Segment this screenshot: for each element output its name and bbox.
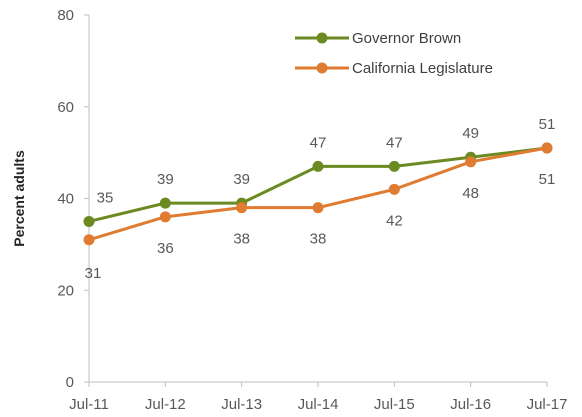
data-label: 35 [97,189,114,206]
x-tick-label: Jul-12 [145,396,186,413]
series-california-legislature [83,142,553,246]
data-label: 38 [310,231,327,248]
data-label: 38 [233,231,250,248]
data-point [388,183,400,195]
data-label: 36 [157,240,174,257]
data-point [159,211,171,223]
y-tick-label: 40 [57,191,74,208]
data-label: 47 [310,134,327,151]
data-label: 39 [233,171,250,188]
series-group [83,142,553,246]
axes: 0 20 40 60 80 Jul-11 Jul-12 Jul-13 Jul-14 Jul-15 J… [11,7,567,413]
data-point [159,197,171,209]
y-tick-label: 20 [57,282,74,299]
data-point [83,234,95,246]
data-point [83,215,95,227]
data-label: 48 [462,185,479,202]
data-label: 47 [386,134,403,151]
data-point [312,202,324,214]
legend-label: California Legislature [352,60,493,77]
data-point [236,202,248,214]
x-tick-label: Jul-16 [450,396,491,413]
series-governor-brown [83,142,553,227]
y-tick-label: 60 [57,99,74,116]
data-label: 51 [539,116,556,133]
data-label: 51 [539,171,556,188]
x-tick-label: Jul-17 [527,396,568,413]
y-tick-label: 0 [66,374,74,391]
legend-swatch-marker [316,62,328,74]
x-tick-label: Jul-13 [221,396,262,413]
data-labels: 35 39 39 47 47 49 51 31 36 38 38 42 48 51 [85,116,556,282]
x-tick-label: Jul-15 [374,396,415,413]
data-point [312,160,324,172]
data-label: 39 [157,171,174,188]
legend-swatch-marker [316,32,328,44]
data-point [465,156,477,168]
legend-item: Governor Brown [295,30,461,47]
legend-item: California Legislature [295,60,493,77]
x-tick-label: Jul-14 [298,396,339,413]
x-tick-label: Jul-11 [69,396,109,413]
data-label: 42 [386,212,403,229]
data-point [541,142,553,154]
data-point [388,160,400,172]
y-tick-label: 80 [57,7,74,24]
data-label: 49 [462,125,479,142]
legend-label: Governor Brown [352,30,461,47]
legend: Governor Brown California Legislature [295,30,493,77]
y-axis-title: Percent adults [11,150,27,247]
data-label: 31 [85,265,102,282]
